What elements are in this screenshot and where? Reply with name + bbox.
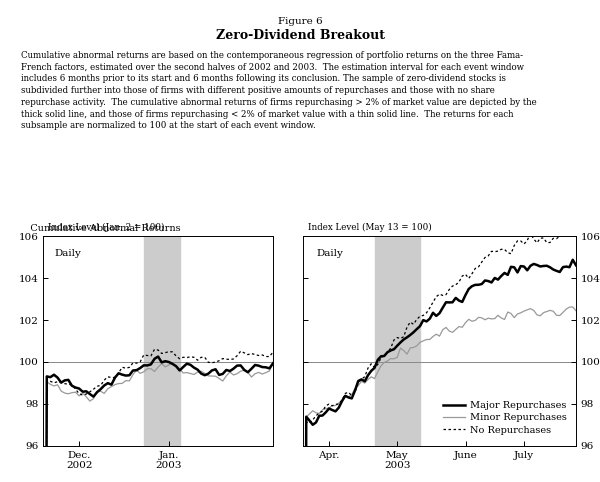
Bar [374,236,420,446]
Text: Daily: Daily [55,249,82,258]
Text: Cumulative abnormal returns are based on the contemporaneous regression of portf: Cumulative abnormal returns are based on… [21,51,537,131]
Text: Zero-Dividend Breakout: Zero-Dividend Breakout [215,29,385,42]
Bar [144,236,179,446]
Text: Index Level (Jan. 2 = 100): Index Level (Jan. 2 = 100) [48,223,164,232]
Text: Daily: Daily [317,249,344,258]
Text: Index Level (May 13 = 100): Index Level (May 13 = 100) [308,223,432,232]
Legend: Major Repurchases, Minor Repurchases, No Repurchases: Major Repurchases, Minor Repurchases, No… [439,397,571,439]
Text: Cumulative Abnormal Returns: Cumulative Abnormal Returns [21,224,181,233]
Text: Figure 6: Figure 6 [278,17,322,26]
